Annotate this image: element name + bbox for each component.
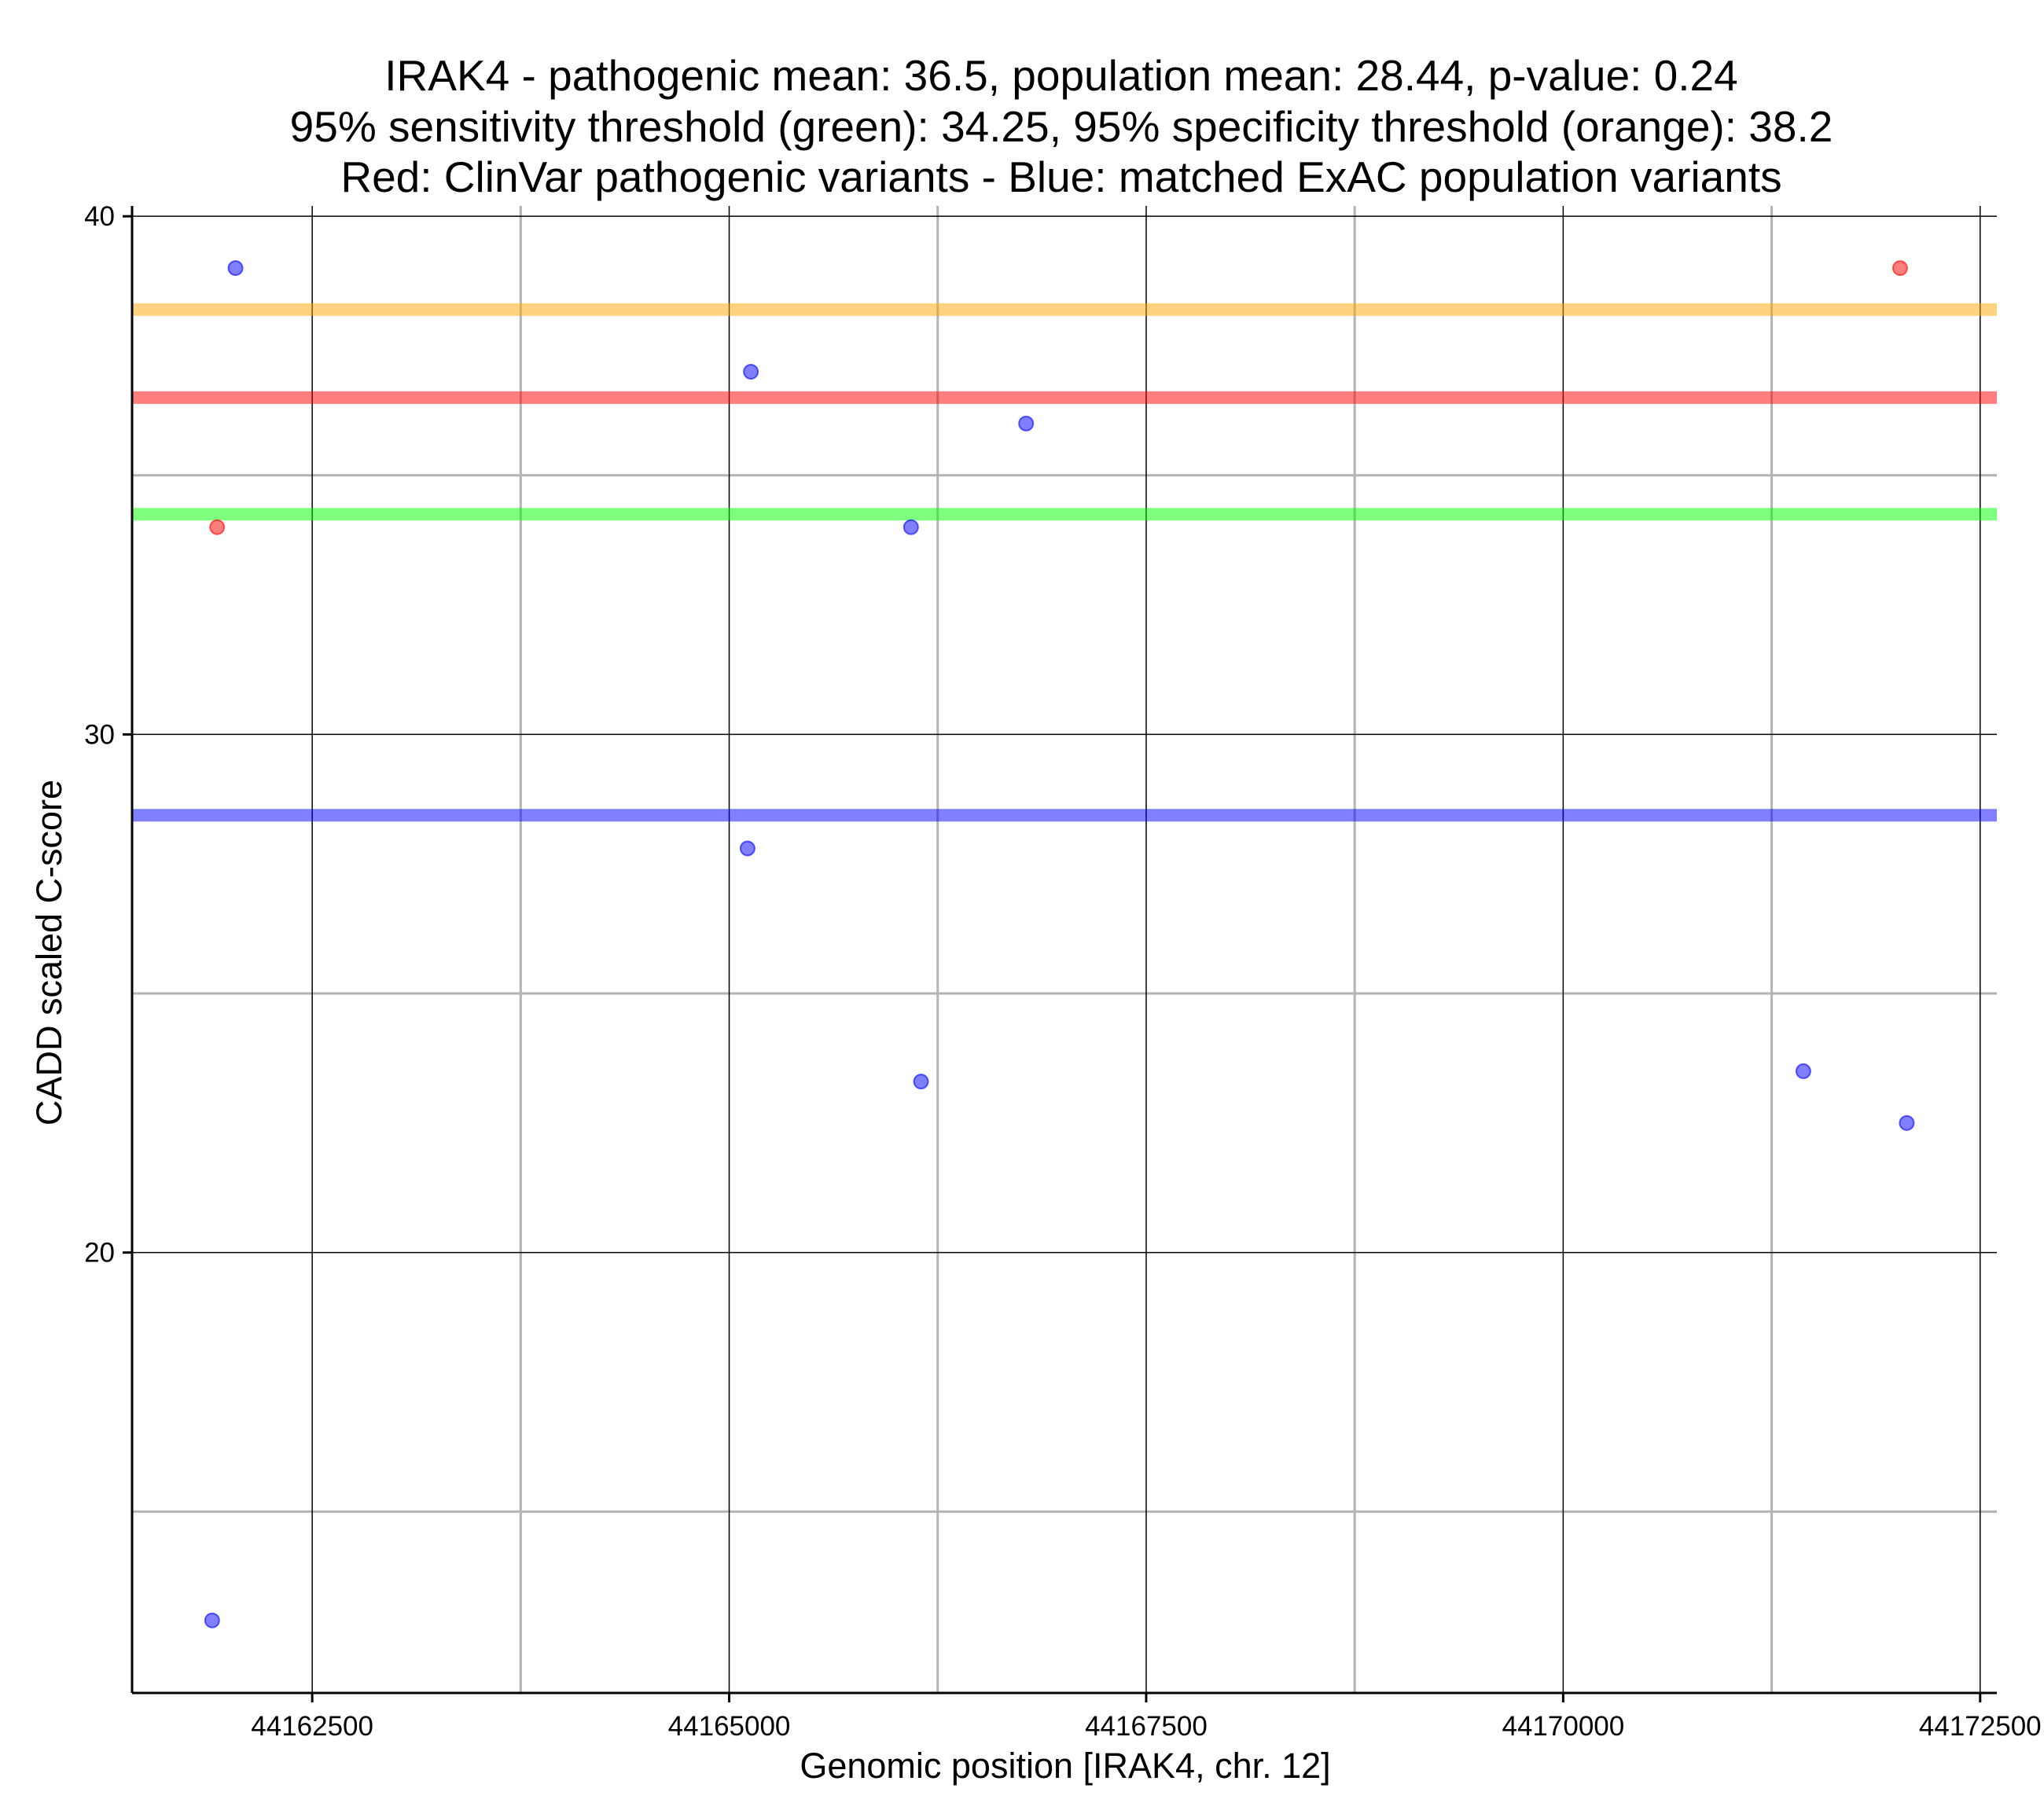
y-axis-label: CADD scaled C-score bbox=[29, 780, 69, 1125]
x-tick-label: 44167500 bbox=[1085, 1711, 1208, 1742]
chart-title-line-2: 95% sensitivity threshold (green): 34.25… bbox=[290, 102, 1833, 151]
major-gridlines bbox=[132, 206, 1997, 1693]
x-tick-label: 44165000 bbox=[668, 1711, 791, 1742]
pathogenic-point bbox=[1891, 260, 1908, 277]
population-point bbox=[204, 1612, 220, 1629]
x-axis-label: Genomic position [IRAK4, chr. 12] bbox=[800, 1746, 1330, 1786]
population-point bbox=[227, 260, 244, 277]
data-points bbox=[204, 260, 1915, 1629]
population-point bbox=[913, 1074, 929, 1090]
population-point bbox=[1899, 1114, 1915, 1131]
pathogenic-point bbox=[209, 519, 226, 535]
y-tick-label: 30 bbox=[84, 719, 115, 750]
population-point bbox=[743, 363, 759, 380]
chart-title-line-3: Red: ClinVar pathogenic variants - Blue:… bbox=[340, 152, 1781, 201]
x-tick-label: 44170000 bbox=[1502, 1711, 1625, 1742]
population-point bbox=[903, 519, 919, 535]
minor-gridlines bbox=[132, 206, 1997, 1693]
chart-title-line-1: IRAK4 - pathogenic mean: 36.5, populatio… bbox=[384, 51, 1737, 100]
y-tick-label: 40 bbox=[84, 201, 115, 232]
x-tick-label: 44162500 bbox=[251, 1711, 373, 1742]
x-axis-ticks: 44162500 44165000 44167500 44170000 44172500 bbox=[251, 1693, 2042, 1742]
reference-lines bbox=[132, 303, 1997, 822]
population-point bbox=[1018, 415, 1035, 431]
population-point bbox=[739, 840, 755, 857]
population-point bbox=[1795, 1063, 1811, 1079]
x-tick-label: 44172500 bbox=[1919, 1711, 2042, 1742]
y-axis-ticks: 20 30 40 bbox=[84, 201, 132, 1269]
axes bbox=[131, 206, 1997, 1695]
y-tick-label: 20 bbox=[84, 1238, 115, 1269]
